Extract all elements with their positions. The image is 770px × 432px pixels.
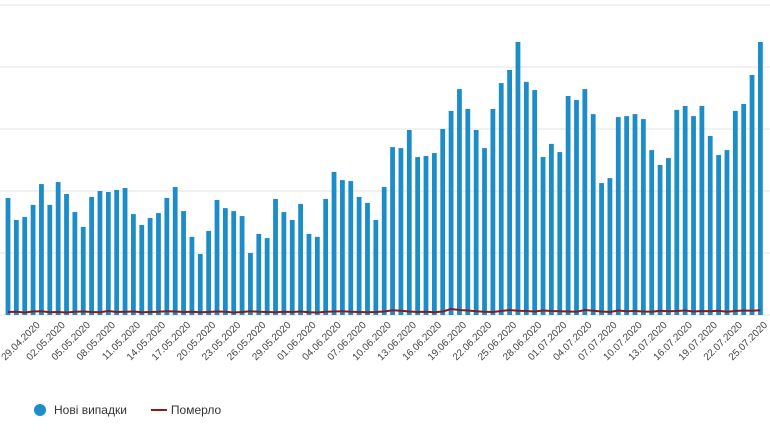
bar	[624, 116, 630, 315]
bar	[122, 188, 128, 315]
bar	[39, 184, 44, 315]
bar	[13, 220, 19, 315]
bar	[30, 204, 36, 315]
bar	[306, 233, 312, 315]
bar	[691, 116, 696, 315]
bar	[657, 164, 663, 315]
bar	[574, 99, 579, 315]
legend-marker	[34, 404, 46, 416]
bar	[640, 119, 646, 315]
bar	[231, 211, 237, 315]
bar	[323, 198, 329, 315]
bar	[356, 196, 362, 315]
bar	[314, 236, 320, 315]
bar	[707, 135, 713, 315]
bar	[239, 216, 245, 315]
bar	[540, 157, 546, 315]
bar	[482, 148, 487, 315]
legend-label: Померло	[171, 403, 222, 417]
bar	[64, 193, 69, 315]
bar	[423, 156, 429, 315]
bar	[749, 74, 755, 315]
bar	[89, 196, 94, 315]
bar	[222, 208, 228, 315]
bar	[532, 90, 538, 316]
bar	[473, 129, 479, 315]
bar	[415, 157, 421, 315]
bar	[732, 110, 738, 316]
bar	[649, 150, 655, 315]
bar	[172, 187, 178, 315]
bar	[582, 89, 588, 316]
bar	[406, 129, 412, 315]
bar	[666, 158, 671, 315]
bar	[674, 109, 680, 316]
bar	[490, 108, 496, 315]
bar	[97, 191, 103, 315]
bar	[206, 230, 212, 315]
bar	[632, 114, 638, 316]
bar	[331, 171, 337, 315]
bar	[256, 233, 262, 315]
legend-label: Нові випадки	[54, 403, 127, 417]
bar	[281, 212, 287, 315]
bar	[139, 224, 145, 315]
bar	[758, 41, 763, 316]
bar	[699, 105, 705, 315]
bar	[448, 110, 454, 316]
bar	[5, 197, 11, 315]
bar	[248, 253, 253, 315]
bar	[515, 41, 521, 316]
bar	[156, 213, 161, 315]
bar	[724, 150, 730, 315]
bar	[80, 226, 86, 315]
bar	[557, 152, 563, 315]
bar	[457, 89, 462, 316]
bar	[390, 147, 395, 315]
bar	[22, 217, 28, 315]
bar	[682, 105, 688, 315]
bar	[147, 218, 153, 315]
line	[7, 307, 761, 314]
bar	[599, 183, 604, 315]
bar	[507, 69, 512, 315]
bar	[365, 202, 370, 315]
bar	[298, 203, 303, 315]
bar	[381, 187, 387, 315]
bar	[340, 180, 345, 315]
bar	[348, 181, 354, 315]
bar	[273, 198, 278, 315]
bar	[440, 129, 446, 315]
bar	[373, 220, 379, 315]
bar	[565, 96, 571, 316]
bar	[164, 197, 170, 315]
bar	[131, 214, 136, 315]
bar	[114, 190, 120, 315]
bar	[214, 199, 220, 315]
bar	[741, 103, 747, 316]
bar	[615, 117, 621, 315]
bar	[465, 108, 471, 315]
bar	[105, 191, 111, 315]
bar	[549, 143, 554, 315]
bar	[590, 114, 596, 316]
bar	[498, 83, 504, 316]
bar	[264, 238, 270, 315]
bar	[189, 236, 195, 315]
bar	[289, 220, 295, 315]
bar	[398, 148, 404, 315]
bar	[716, 155, 721, 315]
bar	[47, 204, 53, 315]
bar	[431, 153, 437, 315]
bar	[523, 81, 529, 315]
bar	[607, 178, 613, 315]
bar	[181, 211, 186, 315]
bar	[55, 182, 61, 315]
bar	[72, 212, 78, 315]
bar	[197, 253, 203, 315]
